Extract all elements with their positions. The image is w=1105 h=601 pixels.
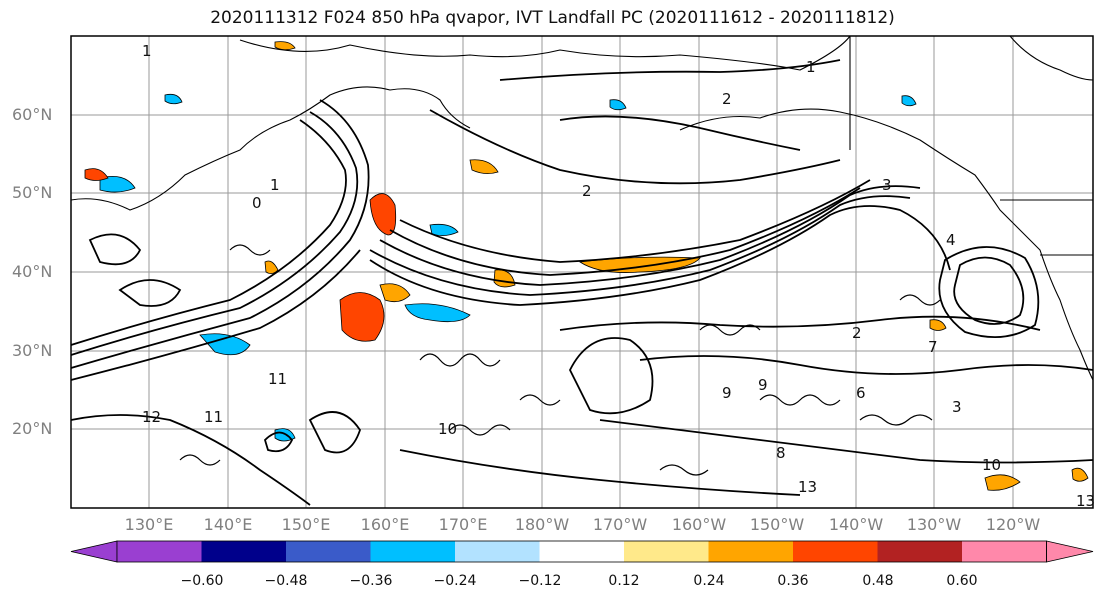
colorbar-tick: 0.48 (862, 573, 894, 589)
shade-patch (578, 256, 701, 273)
lon-label-130W: 130°W (906, 515, 962, 534)
contour-label: 9 (722, 384, 732, 402)
colorbar-tick: 0.60 (946, 573, 978, 589)
lat-label-50N: 50°N (12, 183, 53, 202)
contour-label: 12 (142, 408, 161, 426)
lon-label-180W: 180°W (514, 515, 570, 534)
shade-patch (84, 168, 109, 181)
contour-label: 11 (268, 370, 287, 388)
colorbar-segment (539, 541, 624, 562)
shade-patch (404, 303, 471, 323)
shade-patch (274, 41, 296, 51)
shade-patch (369, 193, 397, 236)
colorbar-segment (708, 541, 793, 562)
colorbar-extend-high (1046, 540, 1094, 563)
colorbar-segment (286, 541, 371, 562)
contour-label: 7 (928, 338, 938, 356)
colorbar-segment (877, 541, 962, 562)
colorbar-segment (793, 541, 878, 562)
contour-label: 3 (882, 176, 892, 194)
contour-label: 3 (952, 398, 962, 416)
contour-label: 13 (1076, 492, 1095, 510)
colorbar-segment (624, 541, 709, 562)
colorbar (70, 540, 1094, 563)
shade-patch (164, 93, 183, 105)
contour-label: 0 (252, 194, 262, 212)
colorbar-tick: −0.24 (433, 573, 477, 589)
contour-label: 11 (204, 408, 223, 426)
contour-label: 10 (438, 420, 457, 438)
colorbar-segment (455, 541, 540, 562)
lon-label-140W: 140°W (828, 515, 884, 534)
colorbar-segment (962, 541, 1047, 562)
shade-patch (339, 292, 385, 342)
lon-label-140E: 140°E (203, 515, 253, 534)
lon-label-130E: 130°E (124, 515, 174, 534)
contour-label: 6 (856, 384, 866, 402)
colorbar-tick: −0.48 (264, 573, 308, 589)
shade-patch (929, 319, 947, 331)
lat-label-20N: 20°N (12, 419, 53, 438)
colorbar-segment (370, 541, 455, 562)
lat-label-60N: 60°N (12, 105, 53, 124)
contour-label: 1 (142, 42, 152, 60)
contour-label: 1 (270, 176, 280, 194)
lon-label-160E: 160°E (360, 515, 410, 534)
lon-label-170E: 170°E (438, 515, 488, 534)
colorbar-segment (201, 541, 286, 562)
contour-label: 4 (946, 231, 956, 249)
colorbar-tick: 0.12 (608, 573, 640, 589)
contour-label: 13 (798, 478, 817, 496)
lon-label-120W: 120°W (985, 515, 1041, 534)
shade-patch (901, 95, 917, 107)
contour-label: 10 (982, 456, 1001, 474)
shade-patch (984, 474, 1021, 491)
shade-patch (1071, 467, 1089, 482)
lon-label-170W: 170°W (592, 515, 648, 534)
map-frame (70, 35, 1094, 509)
lat-label-40N: 40°N (12, 262, 53, 281)
shading-layer (84, 41, 1089, 491)
colorbar-frame (116, 540, 1047, 563)
shade-patch (264, 260, 279, 274)
contour-label: 2 (852, 324, 862, 342)
contour-label: 8 (776, 444, 786, 462)
contour-label: 2 (722, 90, 732, 108)
shade-patch (379, 283, 411, 303)
colorbar-tick: 0.24 (693, 573, 725, 589)
colorbar-tick: −0.12 (518, 573, 562, 589)
colorbar-tick: 0.36 (777, 573, 809, 589)
lon-label-150W: 150°W (749, 515, 805, 534)
shade-patch (469, 159, 499, 174)
colorbar-segment (117, 541, 202, 562)
colorbar-tick: −0.60 (180, 573, 224, 589)
contour-lines (70, 59, 1094, 506)
contour-label: 1 (806, 58, 816, 76)
shade-patch (99, 175, 136, 193)
contour-label: 2 (582, 182, 592, 200)
lat-label-30N: 30°N (12, 341, 53, 360)
contour-label: 9 (758, 376, 768, 394)
shade-patch (609, 99, 627, 111)
shade-patch (199, 333, 251, 356)
lon-label-150E: 150°E (281, 515, 331, 534)
colorbar-tick: −0.36 (349, 573, 393, 589)
contour-detail (179, 244, 941, 476)
lon-label-160W: 160°W (671, 515, 727, 534)
figure-title: 2020111312 F024 850 hPa qvapor, IVT Land… (210, 8, 895, 28)
colorbar-extend-low (70, 540, 118, 563)
